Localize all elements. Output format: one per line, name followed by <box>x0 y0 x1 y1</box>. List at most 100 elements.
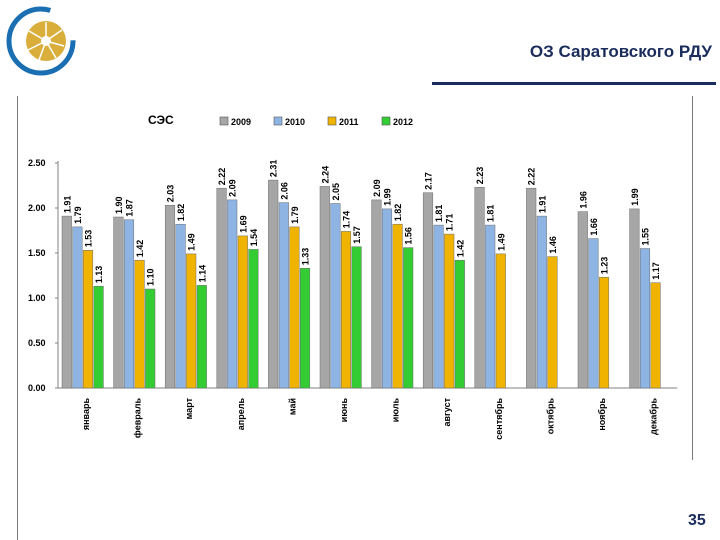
data-label: 1.53 <box>84 230 94 248</box>
y-tick-label: 1.00 <box>28 293 46 303</box>
data-label: 1.99 <box>630 188 640 206</box>
category-label: апрель <box>236 398 246 431</box>
legend-label: 2009 <box>231 117 251 127</box>
data-label: 1.81 <box>486 205 496 223</box>
bar <box>474 187 485 389</box>
legend-label: 2011 <box>339 117 359 127</box>
category-label: март <box>184 397 194 419</box>
data-label: 2.09 <box>372 179 382 197</box>
data-label: 1.42 <box>135 240 145 258</box>
bar <box>340 231 352 389</box>
category-label: февраль <box>133 398 143 439</box>
bar <box>454 259 465 389</box>
bar <box>495 253 506 389</box>
data-label: 1.10 <box>146 268 156 286</box>
page-title: ОЗ Саратовского РДУ <box>529 42 712 61</box>
data-label: 1.49 <box>187 233 197 251</box>
data-label: 1.82 <box>393 204 403 222</box>
data-label: 2.17 <box>424 172 434 190</box>
left-border-line <box>17 96 18 540</box>
category-label: август <box>442 397 452 426</box>
legend-label: 2010 <box>285 117 305 127</box>
data-label: 1.91 <box>62 196 72 214</box>
data-label: 1.74 <box>342 211 352 229</box>
legend-swatch <box>327 116 337 126</box>
legend-label: 2012 <box>393 117 413 127</box>
bar <box>299 268 311 389</box>
bar <box>381 208 393 389</box>
data-label: 1.96 <box>578 191 588 209</box>
company-logo <box>6 6 76 76</box>
bar <box>61 215 72 389</box>
data-label: 2.06 <box>279 182 289 200</box>
data-label: 1.82 <box>176 204 186 222</box>
category-label: июнь <box>339 398 349 423</box>
y-tick-label: 1.50 <box>28 248 46 258</box>
category-label: сентябрь <box>494 398 504 440</box>
bar <box>629 208 640 389</box>
bar <box>536 215 547 389</box>
data-label: 1.87 <box>125 199 135 217</box>
header-divider <box>432 82 716 85</box>
data-label: 2.22 <box>527 168 537 186</box>
bar <box>248 249 259 389</box>
bar <box>216 187 227 389</box>
bar <box>268 179 279 389</box>
data-label: 1.69 <box>238 215 248 233</box>
data-label: 1.55 <box>641 228 651 246</box>
data-label: 1.54 <box>249 229 259 247</box>
data-label: 1.33 <box>301 248 311 266</box>
bar <box>72 226 83 389</box>
data-label: 2.05 <box>331 183 341 201</box>
bar <box>186 253 197 389</box>
category-label: июль <box>391 398 401 423</box>
data-label: 2.31 <box>269 160 279 178</box>
bar <box>113 216 124 389</box>
data-label: 1.49 <box>496 233 506 251</box>
data-label: 1.56 <box>404 227 414 245</box>
data-label: 1.90 <box>114 196 124 214</box>
data-label: 2.23 <box>475 167 485 185</box>
bar <box>319 186 330 389</box>
data-label: 1.81 <box>434 205 444 223</box>
bar <box>526 187 537 389</box>
bar <box>289 226 300 389</box>
data-label: 1.42 <box>455 240 465 258</box>
category-label: январь <box>81 398 91 431</box>
bar <box>577 211 588 389</box>
data-label: 1.57 <box>352 226 362 244</box>
bar <box>650 282 661 389</box>
y-tick-label: 0.00 <box>28 383 46 393</box>
bar <box>330 203 341 389</box>
data-label: 1.79 <box>290 206 300 224</box>
data-label: 1.99 <box>383 188 393 206</box>
bar <box>639 248 651 389</box>
category-label: октябрь <box>545 398 555 435</box>
page-number: 35 <box>688 512 706 529</box>
data-label: 1.23 <box>600 257 610 275</box>
bar <box>547 256 558 389</box>
bar <box>93 286 104 389</box>
data-label: 1.13 <box>94 266 104 284</box>
y-tick-label: 0.50 <box>28 338 46 348</box>
category-label: декабрь <box>649 398 659 435</box>
bar <box>82 250 94 389</box>
category-label: май <box>287 398 297 415</box>
bar <box>371 199 382 389</box>
bar <box>227 199 238 389</box>
bar <box>422 192 434 389</box>
bar <box>403 247 414 389</box>
data-label: 1.91 <box>537 196 547 214</box>
bar <box>433 224 444 389</box>
bar <box>237 235 248 389</box>
data-label: 1.46 <box>548 236 558 254</box>
legend-swatch <box>219 116 229 126</box>
bar <box>175 223 186 389</box>
data-label: 1.14 <box>197 265 207 283</box>
bar <box>444 233 455 389</box>
y-tick-label: 2.00 <box>28 203 46 213</box>
bar <box>164 205 176 389</box>
bar <box>196 285 207 389</box>
bar <box>351 246 362 389</box>
